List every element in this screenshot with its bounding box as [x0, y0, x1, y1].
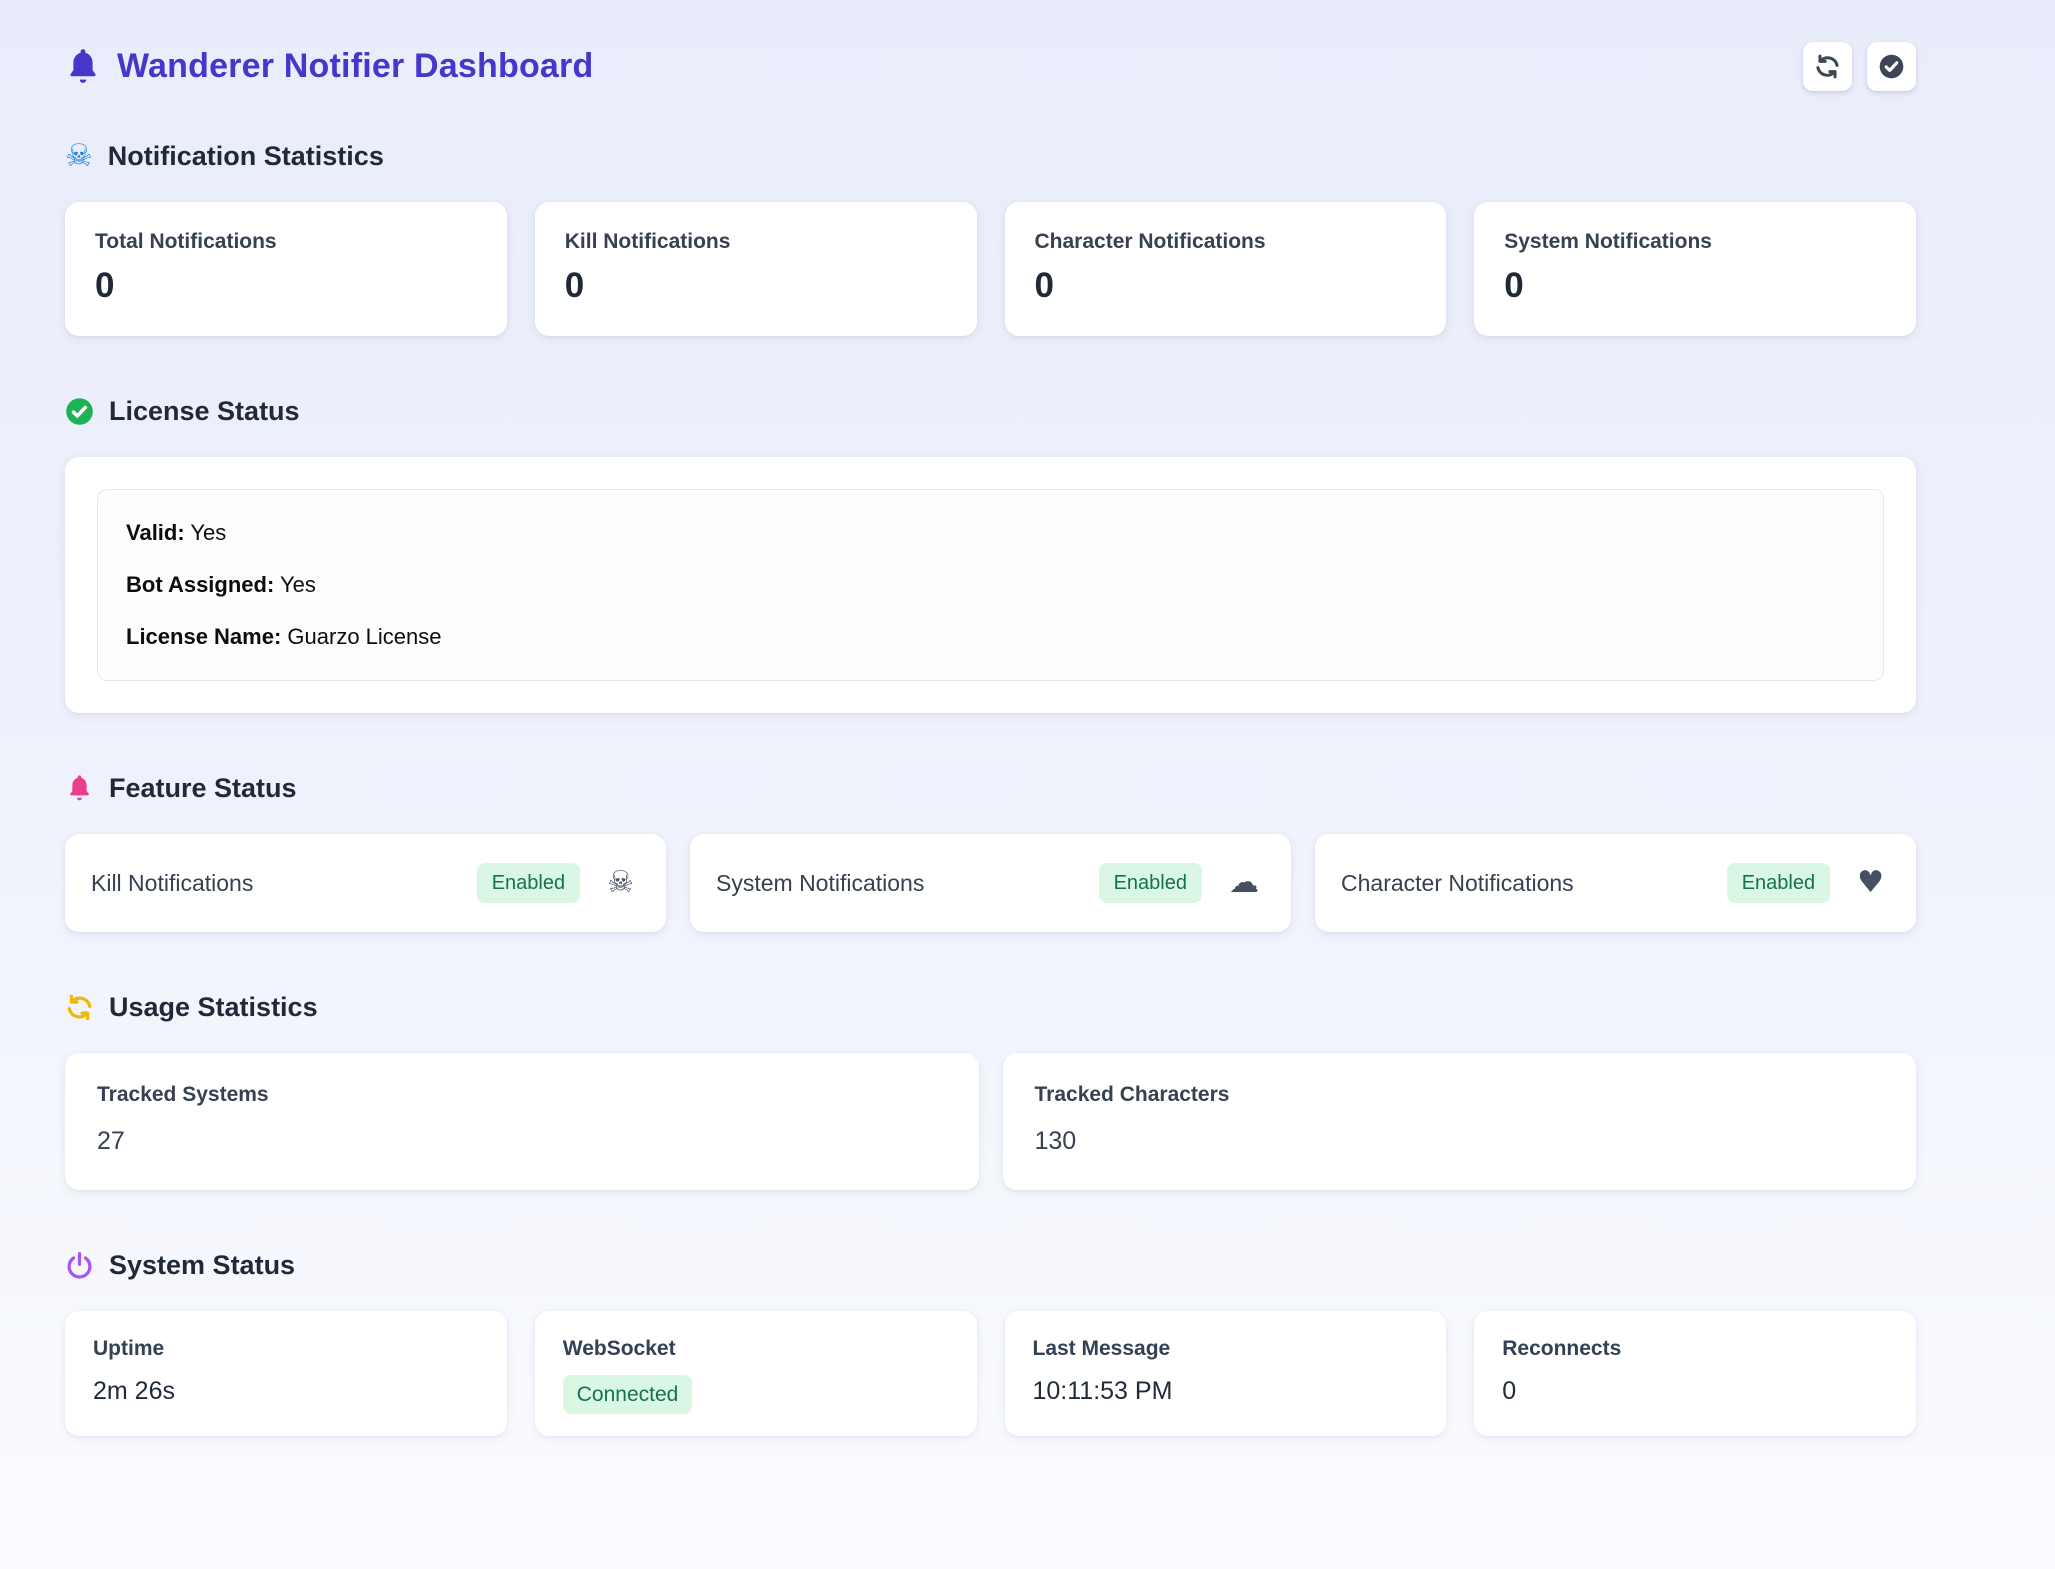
- bell-icon: [70, 48, 96, 83]
- usage-card-grid: Tracked Systems 27 Tracked Characters 13…: [65, 1053, 1916, 1190]
- usage-statistics-heading: Usage Statistics: [65, 992, 1916, 1023]
- stat-value: 0: [564, 266, 585, 305]
- system-label: WebSocket: [562, 1337, 676, 1360]
- stat-card-total-notifications: Total Notifications 0: [65, 202, 507, 336]
- system-card-uptime: Uptime 2m 26s: [65, 1311, 507, 1436]
- stat-value: 0: [1504, 266, 1524, 305]
- section-title: Notification Statistics: [107, 141, 384, 171]
- system-card-grid: Uptime 2m 26s WebSocket Connected Last M…: [65, 1311, 1916, 1436]
- status-badge: Enabled: [1098, 863, 1202, 903]
- connected-badge: Connected: [562, 1375, 693, 1415]
- feature-status-group: Enabled ☁: [1098, 863, 1259, 903]
- stat-label: System Notifications: [1504, 230, 1712, 253]
- usage-value: 27: [97, 1127, 125, 1155]
- header: Wanderer Notifier Dashboard: [65, 42, 1916, 91]
- feature-label: Kill Notifications: [91, 869, 254, 896]
- status-badge: Enabled: [476, 863, 581, 903]
- feature-status-heading: Feature Status: [65, 773, 1916, 804]
- field-label: License Name:: [126, 624, 282, 649]
- field-value: Yes: [184, 520, 227, 545]
- section-title: System Status: [109, 1250, 296, 1280]
- system-value: 10:11:53 PM: [1032, 1377, 1173, 1405]
- section-system-status: System Status Uptime 2m 26s WebSocket Co…: [65, 1250, 1916, 1436]
- usage-card-tracked-systems: Tracked Systems 27: [65, 1053, 979, 1190]
- license-bot-assigned-line: Bot Assigned: Yes: [126, 572, 1855, 598]
- refresh-button[interactable]: [1803, 42, 1852, 91]
- system-card-websocket: WebSocket Connected: [534, 1311, 977, 1436]
- system-status-heading: System Status: [65, 1250, 1916, 1281]
- check-button[interactable]: [1867, 42, 1916, 91]
- notification-statistics-heading: ☠ Notification Statistics: [65, 141, 1916, 172]
- section-license-status: License Status Valid: Yes Bot Assigned: …: [65, 396, 1916, 713]
- check-circle-icon: [1879, 54, 1904, 79]
- usage-label: Tracked Systems: [97, 1083, 269, 1106]
- power-icon: [67, 1252, 92, 1279]
- section-title: Feature Status: [109, 773, 297, 803]
- refresh-yellow-icon: [67, 994, 92, 1021]
- stat-card-grid: Total Notifications 0 Kill Notifications…: [65, 202, 1916, 336]
- feature-card-kill-notifications: Kill Notifications Enabled ☠: [65, 834, 666, 932]
- stat-label: Kill Notifications: [564, 230, 731, 253]
- license-valid-line: Valid: Yes: [126, 520, 1855, 546]
- dashboard-page: Wanderer Notifier Dashboard ☠: [65, 42, 1916, 1436]
- section-title: License Status: [109, 396, 300, 426]
- feature-label: Character Notifications: [1341, 869, 1574, 896]
- stat-label: Character Notifications: [1034, 230, 1266, 253]
- system-label: Last Message: [1032, 1337, 1171, 1360]
- license-status-heading: License Status: [65, 396, 1916, 427]
- system-card-reconnects: Reconnects 0: [1474, 1311, 1916, 1436]
- stat-value: 0: [1034, 266, 1054, 305]
- system-label: Reconnects: [1502, 1337, 1622, 1360]
- stat-card-character-notifications: Character Notifications 0: [1004, 202, 1447, 336]
- section-notification-statistics: ☠ Notification Statistics Total Notifica…: [65, 141, 1916, 336]
- header-actions: [1803, 42, 1916, 91]
- system-label: Uptime: [93, 1337, 165, 1360]
- stat-card-kill-notifications: Kill Notifications 0: [534, 202, 977, 336]
- bell-pink-icon: [70, 775, 89, 801]
- heart-icon: ♥: [1857, 865, 1884, 900]
- status-badge: Enabled: [1726, 863, 1831, 903]
- system-value: 0: [1502, 1377, 1517, 1405]
- system-card-last-message: Last Message 10:11:53 PM: [1004, 1311, 1447, 1436]
- feature-card-system-notifications: System Notifications Enabled ☁: [690, 834, 1291, 932]
- feature-label: System Notifications: [716, 869, 925, 896]
- usage-label: Tracked Characters: [1034, 1083, 1230, 1106]
- field-value: Yes: [274, 572, 316, 597]
- cloud-icon: ☁: [1229, 865, 1259, 900]
- page-title: Wanderer Notifier Dashboard: [117, 47, 594, 85]
- skull-crossbones-icon: ☠: [65, 138, 93, 174]
- field-label: Bot Assigned:: [126, 572, 275, 597]
- feature-status-group: Enabled ♥: [1726, 863, 1884, 903]
- stat-value: 0: [95, 266, 115, 305]
- usage-card-tracked-characters: Tracked Characters 130: [1002, 1053, 1916, 1190]
- stat-card-system-notifications: System Notifications 0: [1474, 202, 1916, 336]
- license-name-line: License Name: Guarzo License: [126, 624, 1855, 650]
- license-card: Valid: Yes Bot Assigned: Yes License Nam…: [65, 457, 1916, 713]
- section-usage-statistics: Usage Statistics Tracked Systems 27 Trac…: [65, 992, 1916, 1190]
- section-title: Usage Statistics: [109, 992, 318, 1022]
- feature-card-grid: Kill Notifications Enabled ☠ System Noti…: [65, 834, 1916, 932]
- section-feature-status: Feature Status Kill Notifications Enable…: [65, 773, 1916, 932]
- feature-status-group: Enabled ☠: [476, 863, 634, 903]
- usage-value: 130: [1034, 1127, 1077, 1155]
- field-label: Valid:: [126, 520, 185, 545]
- system-value: 2m 26s: [93, 1377, 175, 1405]
- header-title-group: Wanderer Notifier Dashboard: [65, 47, 593, 87]
- license-details-box: Valid: Yes Bot Assigned: Yes License Nam…: [97, 489, 1884, 681]
- feature-card-character-notifications: Character Notifications Enabled ♥: [1315, 834, 1916, 932]
- stat-label: Total Notifications: [95, 230, 277, 253]
- field-value: Guarzo License: [281, 624, 442, 649]
- refresh-icon: [1816, 54, 1839, 79]
- check-circle-green-icon: [66, 398, 93, 425]
- skull-crossbones-icon: ☠: [607, 865, 634, 900]
- websocket-status: Connected: [562, 1375, 949, 1415]
